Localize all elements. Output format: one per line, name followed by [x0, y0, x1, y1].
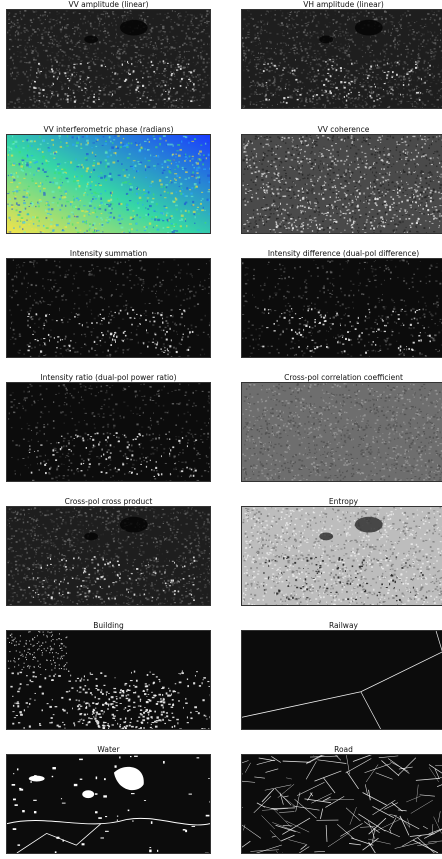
road-map [242, 755, 442, 853]
panel-image [6, 630, 211, 730]
panel-image [241, 9, 442, 109]
panel-title: Cross-pol correlation coefficient [284, 374, 403, 382]
railway-map [242, 631, 442, 729]
panel-image [6, 382, 211, 482]
panel-image [6, 754, 211, 854]
panel-title: VV coherence [317, 126, 370, 134]
panel-title: Road [334, 746, 353, 754]
panel-title: Water [97, 746, 120, 754]
entropy-map [242, 507, 442, 605]
correlation-map [242, 383, 442, 481]
panel-title: Entropy [328, 498, 359, 506]
panel-image [241, 382, 442, 482]
panel-image [6, 9, 211, 109]
panel-image [241, 754, 442, 854]
amplitude-map [7, 10, 210, 108]
panel-image [6, 258, 211, 358]
panel-title: Intensity ratio (dual-pol power ratio) [40, 374, 177, 382]
panel-title: VV amplitude (linear) [68, 1, 149, 9]
panel-title: Building [93, 622, 124, 630]
panel-title: Railway [329, 622, 358, 630]
intensity-map [7, 383, 210, 481]
panel-title: Intensity summation [69, 250, 148, 258]
panel-title: VH amplitude (linear) [303, 1, 384, 9]
panel-image [241, 630, 442, 730]
water-map [7, 755, 210, 853]
panel-image [6, 506, 211, 606]
coherence-map [242, 135, 442, 233]
panel-image [241, 134, 442, 234]
panel-image [241, 506, 442, 606]
amplitude-map [242, 10, 442, 108]
panel-image [241, 258, 442, 358]
panel-title: Intensity difference (dual-pol differenc… [267, 250, 420, 258]
panel-title: VV interferometric phase (radians) [43, 126, 174, 134]
building-map [7, 631, 210, 729]
amplitude-map [7, 507, 210, 605]
panel-title: Cross-pol cross product [64, 498, 153, 506]
panel-image [6, 134, 211, 234]
phase-map [7, 135, 210, 233]
intensity-map [242, 259, 442, 357]
intensity-map [7, 259, 210, 357]
